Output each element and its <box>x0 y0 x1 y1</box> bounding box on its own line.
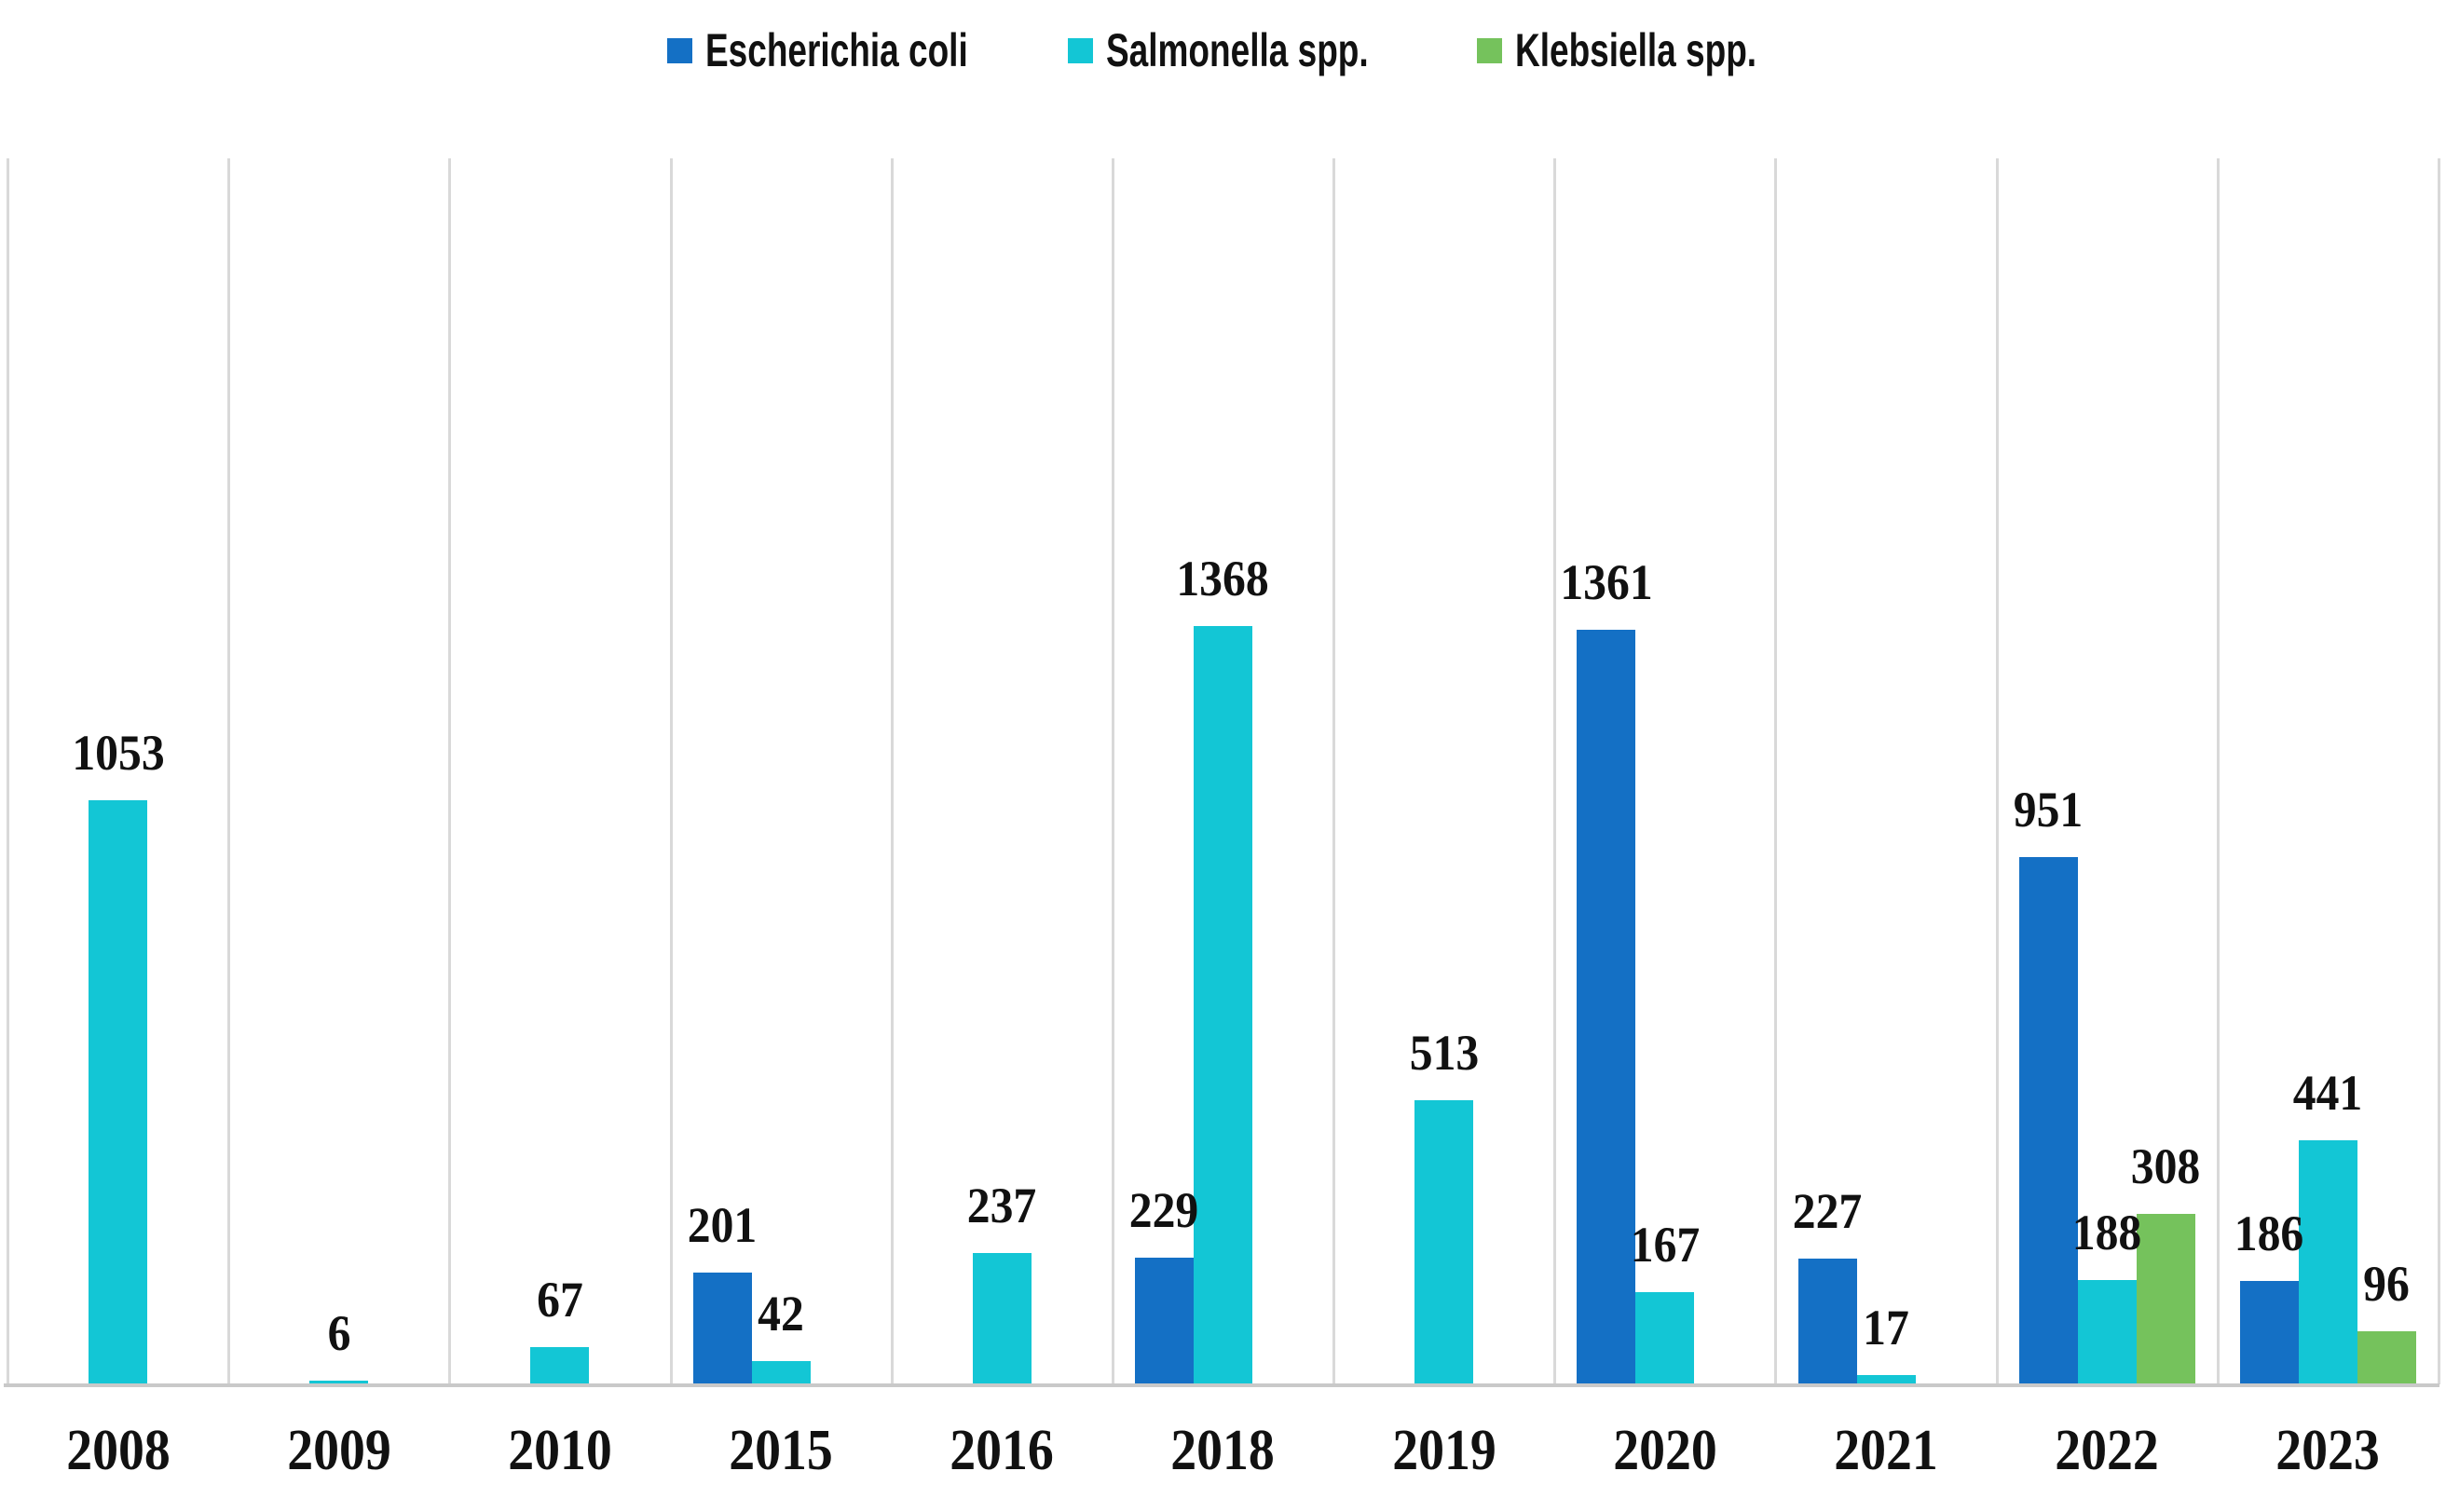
bar-2015-salmonella <box>751 1361 811 1384</box>
x-axis-line <box>4 1383 2439 1387</box>
data-label: 308 <box>2130 1138 2201 1194</box>
bar-2016-salmonella <box>972 1253 1032 1384</box>
bar-2023-escherichia <box>2239 1281 2299 1384</box>
x-axis-label: 2022 <box>2055 1419 2160 1482</box>
bar-2022-klebsiella <box>2136 1214 2195 1384</box>
gridline <box>2216 158 2220 1384</box>
data-label: 1368 <box>1176 551 1270 606</box>
gridline <box>1332 158 1336 1384</box>
data-label: 186 <box>2234 1206 2304 1261</box>
legend-swatch-icon <box>1068 37 1093 63</box>
legend-label: Klebsiella spp. <box>1515 24 1757 76</box>
x-axis-label: 2023 <box>2275 1419 2381 1482</box>
legend-swatch-icon <box>1477 37 1502 63</box>
data-label: 17 <box>1863 1300 1909 1355</box>
data-label: 96 <box>2363 1256 2411 1312</box>
x-axis-label: 2010 <box>508 1419 612 1482</box>
data-label: 441 <box>2293 1065 2363 1121</box>
bar-2022-salmonella <box>2077 1280 2137 1384</box>
bar-2015-escherichia <box>692 1273 752 1384</box>
bar-2023-salmonella <box>2298 1140 2357 1384</box>
data-label: 42 <box>758 1286 804 1342</box>
gridline <box>1111 158 1114 1384</box>
legend-swatch-icon <box>667 37 692 63</box>
data-label: 6 <box>327 1305 351 1361</box>
data-label: 229 <box>1129 1182 1199 1238</box>
legend-item: Klebsiella spp. <box>1477 22 1841 78</box>
data-label: 1053 <box>71 725 165 781</box>
bar-2009-salmonella <box>309 1381 369 1384</box>
x-axis-label: 2021 <box>1834 1419 1938 1482</box>
x-axis-label: 2018 <box>1170 1419 1276 1482</box>
bar-2018-escherichia <box>1134 1258 1194 1384</box>
data-label: 513 <box>1409 1025 1479 1081</box>
data-label: 167 <box>1630 1217 1701 1273</box>
data-label: 951 <box>2013 782 2084 838</box>
bar-2018-salmonella <box>1193 626 1252 1384</box>
legend-item: Salmonella spp. <box>1068 22 1461 78</box>
bar-2010-salmonella <box>530 1347 590 1384</box>
x-axis-label: 2015 <box>729 1419 833 1482</box>
x-axis-label: 2019 <box>1391 1419 1496 1482</box>
x-axis-label: 2009 <box>286 1419 391 1482</box>
gridline <box>669 158 673 1384</box>
data-label: 237 <box>967 1178 1037 1233</box>
bar-2020-escherichia <box>1577 630 1636 1384</box>
bar-2008-salmonella <box>89 800 148 1384</box>
bar-2020-salmonella <box>1635 1292 1695 1384</box>
data-label: 201 <box>687 1197 758 1253</box>
chart-legend: Escherichia coli Salmonella spp. Klebsiell… <box>0 22 2446 82</box>
x-axis-label: 2020 <box>1613 1419 1717 1482</box>
data-label: 227 <box>1792 1183 1863 1239</box>
legend-item: Escherichia coli <box>667 22 1060 78</box>
gridline <box>1995 158 1999 1384</box>
gridline <box>1774 158 1778 1384</box>
data-label: 67 <box>537 1272 583 1328</box>
gridline <box>227 158 231 1384</box>
bar-2023-klebsiella <box>2357 1331 2416 1384</box>
data-label: 1361 <box>1560 554 1653 610</box>
gridline <box>2437 158 2440 1384</box>
legend-label: Salmonella spp. <box>1106 24 1369 76</box>
bar-2022-escherichia <box>2018 857 2078 1384</box>
x-axis-label: 2016 <box>950 1419 1055 1482</box>
legend-label: Escherichia coli <box>705 24 968 76</box>
gridline <box>7 158 9 1384</box>
bar-2021-salmonella <box>1856 1375 1916 1384</box>
data-label: 188 <box>2071 1205 2142 1260</box>
bar-2019-salmonella <box>1414 1100 1474 1384</box>
gridline <box>448 158 452 1384</box>
gridline <box>890 158 894 1384</box>
x-axis-label: 2008 <box>65 1419 171 1482</box>
bar-2021-escherichia <box>1797 1259 1857 1384</box>
gridline <box>1553 158 1557 1384</box>
